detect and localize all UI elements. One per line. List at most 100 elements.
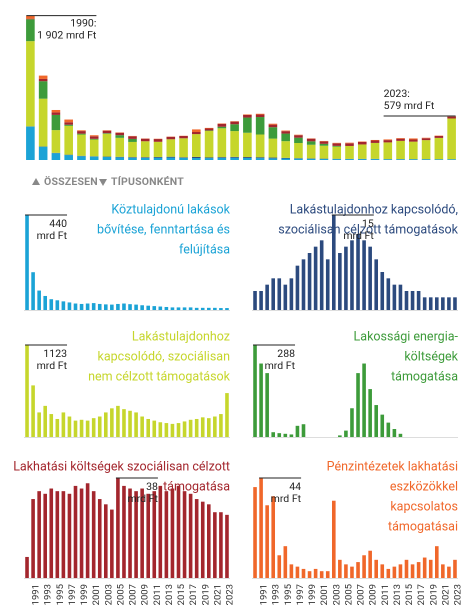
annotation-text: 15: [362, 217, 374, 230]
stacked-bar-segment: [26, 126, 35, 160]
bar: [225, 393, 229, 437]
bar: [356, 234, 360, 310]
stacked-bar-segment: [140, 141, 150, 158]
bar: [67, 493, 72, 578]
bar: [91, 491, 96, 578]
annotation-text: 38: [146, 480, 158, 493]
panel-title: Lakástulajdonhoz kapcsolódó,: [290, 202, 458, 217]
bar: [434, 297, 439, 310]
stacked-bar-segment: [102, 133, 112, 134]
bar: [219, 414, 223, 437]
bar: [122, 485, 126, 578]
stacked-bar-segment: [409, 141, 418, 160]
bar: [182, 307, 187, 310]
annotation-text: 2023:: [384, 87, 410, 100]
bar: [331, 215, 336, 310]
bar: [422, 297, 427, 310]
x-tick-label: 1993: [271, 584, 282, 605]
stacked-bar-segment: [230, 157, 239, 160]
toggle-by-type[interactable]: TÍPUSONKÉNT: [111, 175, 184, 188]
x-tick-label: 2009: [140, 584, 151, 605]
x-tick-label: 2001: [91, 584, 102, 605]
stacked-bar-segment: [243, 117, 252, 133]
annotation-text: mrd Ft: [127, 492, 158, 505]
bar: [289, 434, 294, 437]
stacked-bar-segment: [409, 138, 418, 140]
bar: [219, 512, 223, 578]
stacked-bar-segment: [89, 135, 99, 137]
bar: [37, 491, 41, 578]
bar: [392, 284, 397, 310]
stacked-bar-segment: [89, 139, 99, 157]
stacked-bar-segment: [345, 159, 354, 160]
stacked-bar-segment: [409, 139, 418, 142]
panel-title: felújítása: [179, 242, 230, 257]
bar: [350, 240, 354, 310]
stacked-bar-segment: [38, 78, 48, 82]
stacked-bar-segment: [140, 138, 150, 142]
bar: [122, 409, 126, 437]
annotation-text: 288: [277, 347, 295, 360]
bar: [441, 564, 445, 578]
x-tick-label: 1991: [31, 584, 42, 605]
stacked-bar-segment: [230, 121, 239, 125]
stacked-bar-segment: [204, 158, 214, 160]
bar: [356, 562, 360, 578]
bar: [338, 435, 342, 437]
toggle-total[interactable]: ÖSSZESEN: [44, 174, 98, 188]
bar: [43, 405, 48, 437]
stacked-bar-segment: [357, 141, 367, 145]
x-tick-label: 1995: [283, 584, 294, 605]
stacked-bar-segment: [217, 123, 227, 127]
bar: [319, 240, 324, 310]
stacked-bar-segment: [230, 156, 239, 158]
bar: [25, 556, 29, 578]
view-toggle[interactable]: ÖSSZESEN TÍPUSONKÉNT: [32, 174, 184, 188]
stacked-bar-segment: [51, 112, 61, 115]
stacked-bar-segment: [434, 159, 444, 160]
panel-title: Lakossági energia-: [354, 329, 459, 344]
bar: [61, 301, 66, 310]
panel-title: Lakástulajdonhoz: [132, 329, 230, 344]
bar: [122, 303, 126, 310]
bar: [338, 559, 342, 578]
stacked-bar-segment: [332, 143, 342, 146]
bar: [301, 259, 306, 310]
x-tick-label: 2005: [343, 584, 354, 605]
stacked-bar-segment: [115, 132, 125, 136]
bar: [265, 284, 269, 310]
bar: [374, 405, 379, 437]
stacked-bar-segment: [217, 128, 227, 158]
bar: [158, 306, 163, 310]
bar: [350, 408, 354, 437]
x-tick-label: 2015: [404, 584, 415, 605]
x-tick-label: 1997: [295, 584, 306, 605]
stacked-bar-segment: [306, 158, 316, 160]
stacked-bar-segment: [294, 142, 303, 159]
toggle-icon-down: [99, 179, 107, 186]
bar: [43, 295, 48, 310]
bar: [259, 478, 263, 578]
panel-title: támogatása: [391, 369, 458, 384]
bar: [25, 345, 29, 437]
x-tick-label: 1991: [259, 584, 270, 605]
x-tick-label: 2011: [380, 584, 391, 605]
bar: [164, 423, 169, 437]
stacked-bar-segment: [153, 139, 163, 142]
bar: [55, 300, 60, 310]
panel-title: Pénzintézetek lakhatási: [327, 459, 458, 474]
bar: [200, 501, 205, 578]
bar: [428, 559, 433, 578]
stacked-bar-segment: [77, 133, 86, 135]
stacked-bar-segment: [217, 157, 227, 158]
bar: [344, 430, 348, 437]
bar: [49, 299, 54, 310]
bar: [194, 307, 199, 310]
bar: [91, 418, 96, 437]
bar: [43, 493, 48, 578]
stacked-bar-segment: [140, 157, 150, 158]
stacked-bar-segment: [281, 141, 290, 158]
bar: [362, 240, 366, 310]
bar: [170, 488, 175, 578]
